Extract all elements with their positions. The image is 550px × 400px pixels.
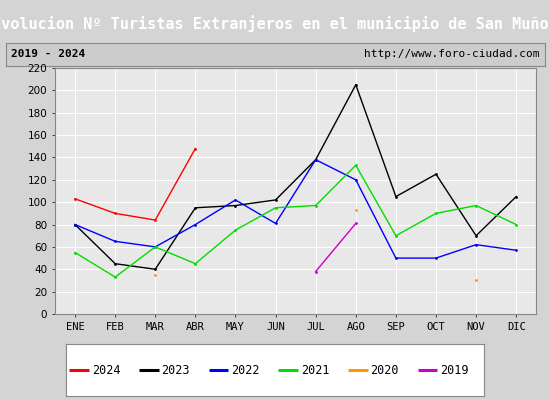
Text: 2023: 2023 (162, 364, 190, 376)
Text: Evolucion Nº Turistas Extranjeros en el municipio de San Muñoz: Evolucion Nº Turistas Extranjeros en el … (0, 16, 550, 32)
Text: 2022: 2022 (231, 364, 260, 376)
Text: 2021: 2021 (301, 364, 329, 376)
Text: http://www.foro-ciudad.com: http://www.foro-ciudad.com (364, 49, 539, 59)
Text: 2020: 2020 (371, 364, 399, 376)
Text: 2019: 2019 (440, 364, 469, 376)
Text: 2019 - 2024: 2019 - 2024 (11, 49, 85, 59)
Text: 2024: 2024 (92, 364, 120, 376)
